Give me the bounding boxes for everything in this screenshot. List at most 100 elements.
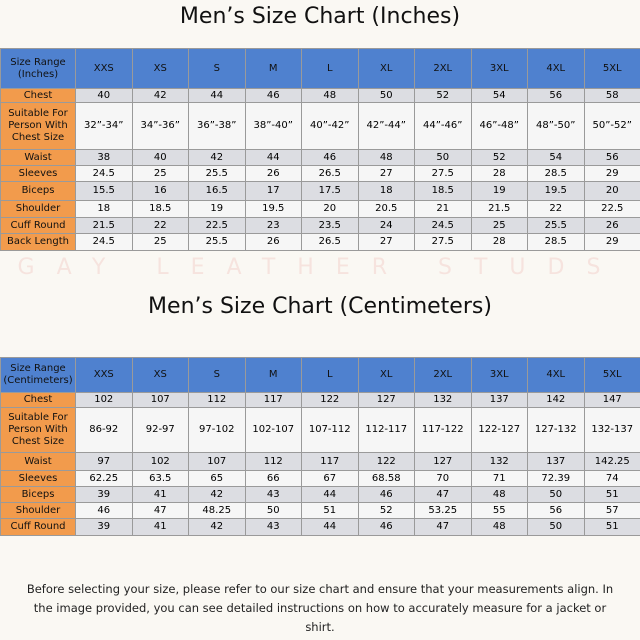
table-row: Suitable For Person With Chest Size 32”-3… — [0, 102, 640, 150]
table-row: Chest 102 107 112 117 122 127 132 137 142 147 — [0, 392, 640, 408]
cell: 44 — [301, 486, 359, 503]
cell: 122 — [357, 452, 415, 471]
header-cell: 2XL — [414, 48, 472, 89]
header-cell: M — [244, 48, 302, 89]
cell: 41 — [131, 518, 189, 536]
cell: 62.25 — [75, 470, 133, 487]
cell: 28 — [470, 233, 528, 251]
cell: 23.5 — [301, 217, 359, 234]
cell: 102 — [131, 452, 189, 471]
cell: 70 — [414, 470, 472, 487]
cell: 50”-52” — [583, 102, 640, 150]
cell: 20.5 — [357, 200, 415, 218]
table-row: Cuff Round 39 41 42 43 44 46 47 48 50 51 — [0, 518, 640, 536]
cell: 102-107 — [244, 407, 302, 453]
cell: 19.5 — [527, 181, 585, 201]
cell: 25 — [131, 233, 189, 251]
cell: 19 — [188, 200, 246, 218]
size-table: Size Range (Inches) XXS XS S M L XL 2XL 3XL 4XL 5X… — [0, 48, 640, 251]
cell: 74 — [583, 470, 640, 487]
cell: 26 — [583, 217, 640, 234]
cell: 48 — [301, 88, 359, 103]
cell: 51 — [301, 502, 359, 519]
cell: 50 — [357, 88, 415, 103]
cell: 54 — [470, 88, 528, 103]
cell: 25 — [131, 165, 189, 182]
cell: 20 — [583, 181, 640, 201]
cell: 71 — [470, 470, 528, 487]
cell: 107 — [131, 392, 189, 408]
cell: 44 — [244, 149, 302, 166]
cell: 68.58 — [357, 470, 415, 487]
cell: 18.5 — [131, 200, 189, 218]
cell: 47 — [414, 486, 472, 503]
cell: 22.5 — [583, 200, 640, 218]
cell: 25.5 — [188, 233, 246, 251]
cell: 28 — [470, 165, 528, 182]
cell: 24.5 — [75, 233, 133, 251]
cell: 18.5 — [414, 181, 472, 201]
cell: 55 — [470, 502, 528, 519]
cell: 46”-48” — [470, 102, 528, 150]
table-row: Biceps 39 41 42 43 44 46 47 48 50 51 — [0, 486, 640, 503]
cell: 29 — [583, 233, 640, 251]
table-row: Sleeves 24.5 25 25.5 26 26.5 27 27.5 28 28.5 29 — [0, 165, 640, 182]
cell: 52 — [470, 149, 528, 166]
table-row: Cuff Round 21.5 22 22.5 23 23.5 24 24.5 25 25.5 26 — [0, 217, 640, 234]
row-label: Sleeves — [0, 470, 76, 487]
cell: 46 — [75, 502, 133, 519]
header-cell: 5XL — [583, 357, 640, 393]
cell: 137 — [527, 452, 585, 471]
cell: 127 — [414, 452, 472, 471]
cell: 142.25 — [583, 452, 640, 471]
header-cell: M — [244, 357, 302, 393]
cell: 132-137 — [583, 407, 640, 453]
table-row: Waist 38 40 42 44 46 48 50 52 54 56 — [0, 149, 640, 166]
header-row: Size Range (Inches) XXS XS S M L XL 2XL 3XL 4XL 5X… — [0, 48, 640, 89]
header-cell: XL — [357, 48, 415, 89]
size-table: Size Range (Centimeters) XXS XS S M L XL 2XL 3XL… — [0, 357, 640, 536]
cell: 65 — [188, 470, 246, 487]
cell: 42 — [188, 518, 246, 536]
cell: 17.5 — [301, 181, 359, 201]
cell: 47 — [414, 518, 472, 536]
cell: 43 — [244, 518, 302, 536]
cell: 122 — [301, 392, 359, 408]
cell: 21.5 — [470, 200, 528, 218]
cell: 58 — [583, 88, 640, 103]
cell: 97 — [75, 452, 133, 471]
cell: 63.5 — [131, 470, 189, 487]
watermark: GAY LEATHER STUDS — [17, 255, 623, 280]
row-label: Waist — [0, 149, 76, 166]
cell: 17 — [244, 181, 302, 201]
table-row: Suitable For Person With Chest Size 86-92… — [0, 407, 640, 453]
cell: 21.5 — [75, 217, 133, 234]
cell: 48”-50” — [527, 102, 585, 150]
cell: 127-132 — [527, 407, 585, 453]
cell: 107 — [188, 452, 246, 471]
row-label: Biceps — [0, 486, 76, 503]
cell: 44”-46” — [414, 102, 472, 150]
cell: 86-92 — [75, 407, 133, 453]
cell: 16 — [131, 181, 189, 201]
cell: 122-127 — [470, 407, 528, 453]
cell: 56 — [583, 149, 640, 166]
cell: 27.5 — [414, 165, 472, 182]
cell: 26 — [244, 165, 302, 182]
table-row: Shoulder 46 47 48.25 50 51 52 53.25 55 56 57 — [0, 502, 640, 519]
cell: 57 — [583, 502, 640, 519]
cell: 117 — [244, 392, 302, 408]
cell: 51 — [583, 518, 640, 536]
cell: 137 — [470, 392, 528, 408]
row-label: Shoulder — [0, 200, 76, 218]
header-cell: XS — [131, 48, 189, 89]
cell: 50 — [414, 149, 472, 166]
cell: 97-102 — [188, 407, 246, 453]
header-cell: 5XL — [583, 48, 640, 89]
cell: 25.5 — [188, 165, 246, 182]
row-label: Waist — [0, 452, 76, 471]
cell: 22.5 — [188, 217, 246, 234]
cell: 46 — [244, 88, 302, 103]
cell: 24.5 — [414, 217, 472, 234]
